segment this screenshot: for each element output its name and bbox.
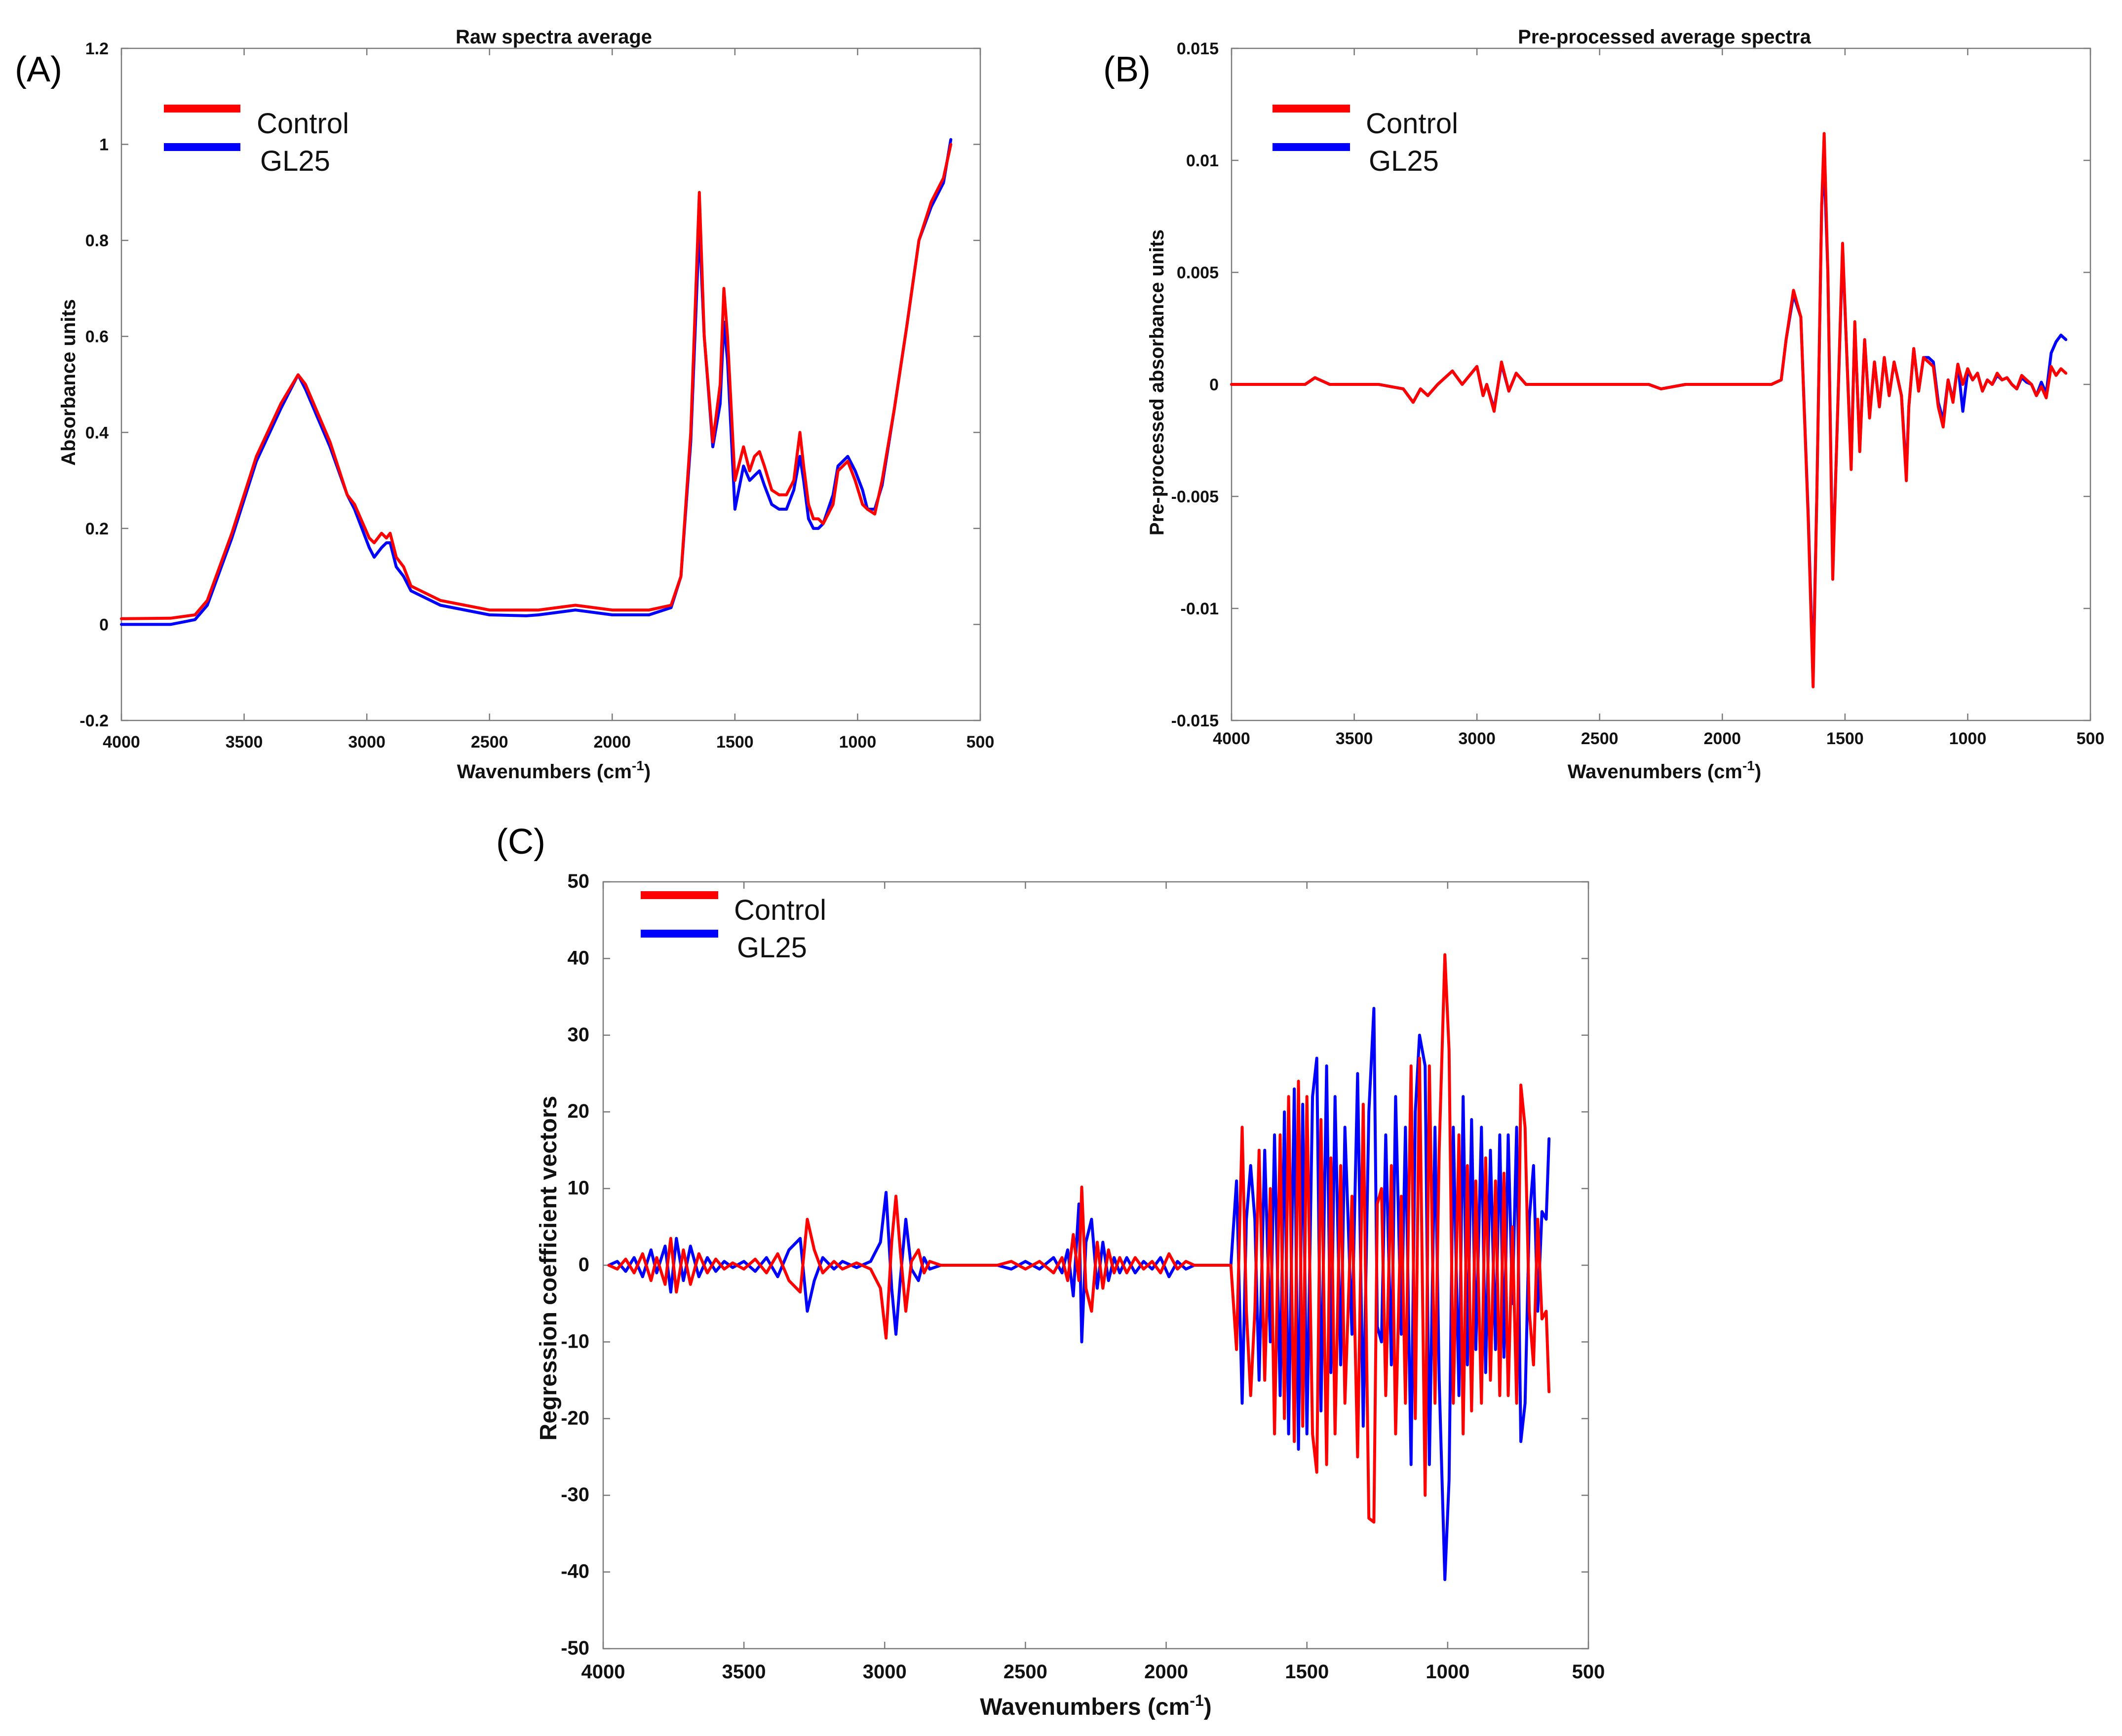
x-tick-label: 4000: [581, 1661, 625, 1683]
panel-b-x-axis-label-sup: -1: [1742, 758, 1755, 773]
x-tick-label: 2000: [1144, 1661, 1188, 1683]
panel-a-x-axis-label: Wavenumbers (cm-1): [457, 758, 651, 783]
y-tick-label: 40: [568, 947, 590, 969]
panel-c-plot-area: 4000 3500 3000 2500 2000 1500 1000 500-50-40-30…: [561, 870, 1605, 1683]
panel-c-x-axis-label-sup: -1: [1190, 1692, 1203, 1709]
y-tick-label: -0.005: [1171, 488, 1219, 506]
series-line-control: [607, 953, 1551, 1524]
panel-a-plot-area: 4000 3500 3000 2500 2000 1500 1000 500 -0.2 0 0.2 0…: [79, 39, 994, 752]
panel-c-x-axis-label: Wavenumbers (cm-1): [980, 1692, 1211, 1720]
panel-b-x-axis-label-main: Wavenumbers (cm: [1568, 761, 1742, 783]
x-tick-label: 1500: [1285, 1661, 1329, 1683]
panel-a: (A) Raw spectra average Wavenumbers (cm-…: [15, 26, 994, 783]
y-tick-label: -10: [561, 1330, 589, 1352]
panel-b-label: (B): [1103, 50, 1151, 89]
x-tick-label: 1500: [716, 733, 754, 752]
plot-frame: [120, 47, 981, 721]
x-tick-label: 2000: [1703, 729, 1741, 748]
panel-c: (C) Wavenumbers (cm-1) Regression coeffi…: [496, 822, 1605, 1720]
y-tick-label: -50: [561, 1637, 589, 1659]
y-tick-label: 0.4: [85, 423, 109, 442]
x-tick-label: 2500: [1003, 1661, 1047, 1683]
y-tick-label: -20: [561, 1407, 589, 1429]
y-tick-label: 0: [579, 1254, 589, 1276]
panel-b-legend: Control GL25: [1273, 105, 1458, 177]
y-tick-label: 10: [568, 1177, 590, 1199]
y-tick-label: 0.005: [1177, 264, 1219, 282]
x-tick-label: 3500: [226, 733, 263, 752]
x-tick-label: 4000: [103, 733, 140, 752]
panel-c-y-axis-label: Regression coefficient vectors: [536, 1096, 562, 1441]
series-line-gl25: [120, 138, 953, 626]
x-tick-label: 3500: [1336, 729, 1373, 748]
y-tick-label: -0.01: [1181, 600, 1219, 618]
x-tick-label: 500: [2077, 729, 2105, 748]
y-tick-label: 0: [1209, 376, 1219, 394]
y-tick-label: 0.015: [1177, 39, 1219, 58]
panel-c-x-axis-label-main: Wavenumbers (cm: [980, 1694, 1190, 1720]
panel-b-x-axis-label-tail: ): [1755, 761, 1761, 783]
x-tick-label: 2500: [1581, 729, 1619, 748]
panel-c-x-axis-label-tail: ): [1204, 1694, 1212, 1720]
x-tick-label: 4000: [1213, 729, 1250, 748]
y-tick-label: 0.2: [85, 520, 109, 538]
y-tick-label: 1.2: [85, 39, 109, 58]
series-line-control: [1230, 132, 2068, 688]
y-tick-label: 0: [99, 615, 109, 634]
x-tick-label: 2500: [471, 733, 508, 752]
x-tick-label: 1000: [1949, 729, 1987, 748]
legend-label-control: Control: [1366, 108, 1458, 140]
x-tick-label: 500: [966, 733, 995, 752]
panel-a-y-axis-label: Absorbance units: [58, 299, 79, 466]
y-tick-label: -0.2: [79, 712, 109, 730]
y-tick-label: 50: [568, 870, 590, 892]
panel-b: (B) Pre-processed average spectra Wavenu…: [1103, 26, 2104, 783]
x-tick-label: 2000: [593, 733, 631, 752]
legend-label-gl25: GL25: [1369, 145, 1439, 177]
x-tick-label: 3000: [1458, 729, 1496, 748]
x-tick-label: 3000: [348, 733, 386, 752]
panel-b-plot-area: 4000 3500 3000 2500 2000 1500 1000 500 -0.015 -0.…: [1171, 39, 2105, 748]
legend-label-control: Control: [257, 108, 349, 140]
x-tick-label: 3000: [863, 1661, 907, 1683]
x-tick-label: 1000: [1426, 1661, 1469, 1683]
legend-label-gl25: GL25: [260, 145, 330, 177]
y-tick-label: -30: [561, 1484, 589, 1506]
y-tick-label: 0.01: [1186, 151, 1219, 170]
panel-c-label: (C): [496, 822, 545, 862]
panel-c-legend: Control GL25: [641, 891, 826, 964]
x-tick-label: 500: [1572, 1661, 1605, 1683]
x-tick-label: 3500: [722, 1661, 766, 1683]
y-tick-label: 1: [99, 136, 109, 154]
panel-b-y-axis-label: Pre-processed absorbance units: [1146, 229, 1168, 535]
y-tick-label: -40: [561, 1561, 589, 1583]
panel-a-label: (A): [15, 50, 62, 89]
panel-b-title: Pre-processed average spectra: [1518, 26, 1811, 48]
panel-a-x-axis-label-sup: -1: [632, 758, 644, 773]
panel-a-x-axis-label-main: Wavenumbers (cm: [457, 761, 632, 783]
legend-label-gl25: GL25: [737, 932, 807, 964]
panel-b-x-axis-label: Wavenumbers (cm-1): [1568, 758, 1761, 783]
x-tick-label: 1500: [1826, 729, 1864, 748]
x-tick-label: 1000: [839, 733, 877, 752]
y-tick-label: 20: [568, 1100, 590, 1122]
y-tick-label: -0.015: [1171, 712, 1219, 730]
panel-a-title: Raw spectra average: [456, 26, 652, 48]
y-tick-label: 0.8: [85, 231, 109, 250]
series-line-control: [120, 143, 953, 620]
legend-label-control: Control: [734, 894, 826, 926]
panel-a-x-axis-label-tail: ): [644, 761, 651, 783]
panel-a-legend: Control GL25: [164, 105, 349, 177]
y-tick-label: 0.6: [85, 328, 109, 346]
y-tick-label: 30: [568, 1024, 590, 1046]
